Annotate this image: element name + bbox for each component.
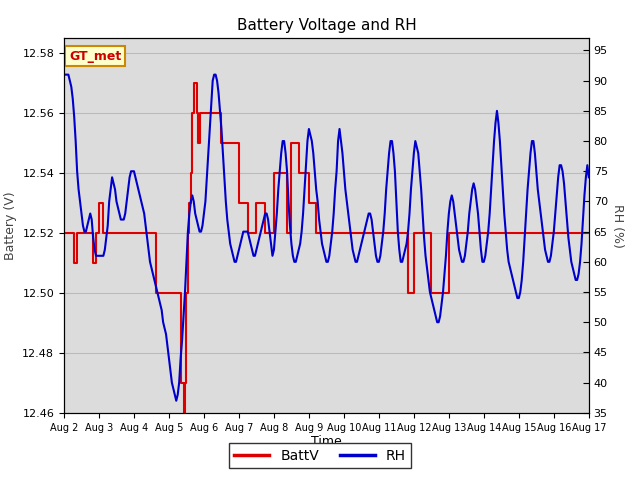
Title: Battery Voltage and RH: Battery Voltage and RH bbox=[237, 18, 416, 33]
Y-axis label: Battery (V): Battery (V) bbox=[4, 192, 17, 260]
X-axis label: Time: Time bbox=[311, 435, 342, 448]
Legend: BattV, RH: BattV, RH bbox=[229, 443, 411, 468]
Y-axis label: RH (%): RH (%) bbox=[611, 204, 625, 248]
Text: GT_met: GT_met bbox=[69, 49, 122, 62]
